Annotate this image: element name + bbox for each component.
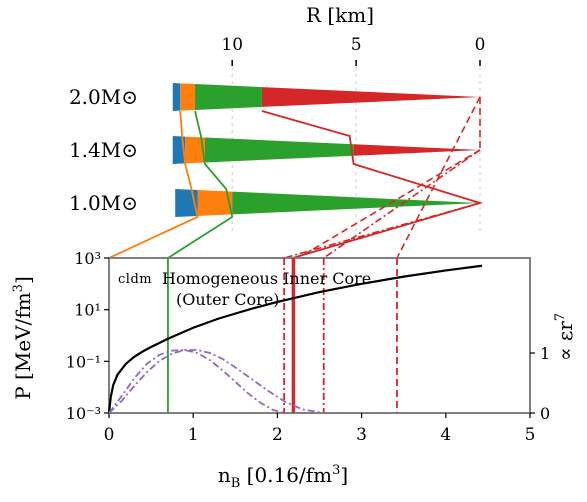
star-layer-crust <box>172 83 181 111</box>
central-density-connector <box>323 149 481 259</box>
central-density-connector <box>283 202 481 259</box>
connector-lines <box>108 96 484 259</box>
y-label-main: P [MeV/fm <box>11 292 35 400</box>
x-label-unit: [0.16/fm <box>240 463 332 487</box>
y-label-sup: 3 <box>11 284 26 292</box>
star-layer-cldm <box>195 84 262 110</box>
eos-plot: 0 1 2 3 4 5 10⁻³ 10⁻¹ 10¹ 10³ 0 1 <box>66 249 550 445</box>
y-tick-label: 10⁻³ <box>66 404 101 423</box>
x-label-n: n <box>218 463 231 487</box>
star-mass-label: 2.0M⊙ <box>69 85 138 109</box>
central-density-connector <box>396 96 481 259</box>
star-profiles: 2.0M⊙ 1.4M⊙ 1.0M⊙ <box>69 83 480 217</box>
star-layer-cldm <box>204 137 354 163</box>
annotation-outer-core: (Outer Core) <box>176 290 280 309</box>
top-x-axis-label: R [km] <box>306 3 374 27</box>
star-layer-pasta <box>197 190 233 216</box>
x-tick-label: 3 <box>356 425 367 445</box>
core-boundary-connector <box>261 110 484 259</box>
star-layer-core <box>261 87 480 107</box>
bottom-x-axis-label: nB [0.16/fm3] <box>218 463 348 491</box>
star-layer-pasta <box>180 83 196 111</box>
x-tick-label: 2 <box>272 425 283 445</box>
pressure-curve <box>107 264 483 414</box>
energy-density-curve <box>108 349 324 414</box>
plot-frame <box>108 257 531 414</box>
y2-label-sup: 7 <box>553 313 568 321</box>
star-layer-pasta <box>185 136 205 164</box>
star-mass-label: 1.0M⊙ <box>69 191 138 215</box>
star-layer-crust <box>175 189 198 217</box>
y-tick-label: 10³ <box>74 249 101 268</box>
x-label-sup: 3 <box>332 463 340 478</box>
right-axis-label: ∝ εr7 <box>553 313 577 361</box>
x-tick-label: 5 <box>525 425 536 445</box>
y-axis-label: P [MeV/fm3] <box>11 276 35 400</box>
radius-tick-label: 5 <box>351 35 362 55</box>
x-tick-label: 4 <box>440 425 451 445</box>
energy-density-curve <box>108 349 285 414</box>
annotation-inner-core: Homogeneous Inner Core <box>162 269 371 288</box>
x-tick-label: 0 <box>104 425 115 445</box>
y-tick-label: 10¹ <box>74 301 101 320</box>
y2-tick-label: 1 <box>540 344 550 363</box>
y-tick-label: 10⁻¹ <box>66 352 101 371</box>
radius-tick-label: 10 <box>221 35 243 55</box>
cldm-boundary-connector <box>167 110 234 259</box>
central-density-connector <box>297 149 481 259</box>
y-label-end: ] <box>11 276 35 284</box>
y2-label-main: ∝ εr <box>553 321 577 361</box>
x-label-end: ] <box>340 463 348 487</box>
x-label-sub: B <box>231 476 241 491</box>
annotation-cldm: cldm <box>118 272 152 287</box>
star-mass-label: 1.4M⊙ <box>69 138 138 162</box>
y2-tick-label: 0 <box>540 404 550 423</box>
pasta-boundary-connector <box>108 110 199 259</box>
radius-tick-label: 0 <box>475 35 486 55</box>
star-layer-core <box>353 144 480 156</box>
x-tick-label: 1 <box>188 425 199 445</box>
star-layer-cldm <box>232 191 480 215</box>
